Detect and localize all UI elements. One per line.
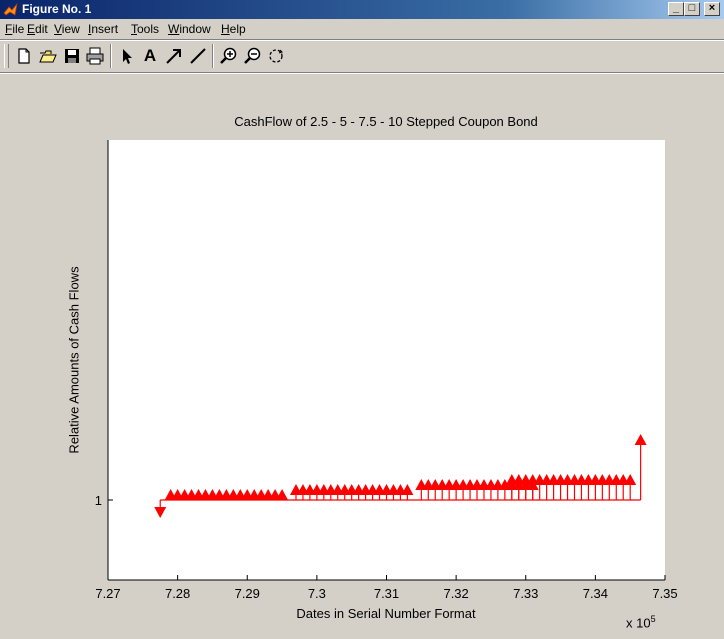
toolbar-separator xyxy=(212,44,214,68)
x-tick-label: 7.28 xyxy=(165,586,190,601)
menu-file[interactable]: File xyxy=(5,22,25,36)
x-tick-label: 7.32 xyxy=(443,586,468,601)
x-axis-exponent: x 105 xyxy=(626,614,656,631)
close-button[interactable]: × xyxy=(704,2,720,16)
chart-title: CashFlow of 2.5 - 5 - 7.5 - 10 Stepped C… xyxy=(234,114,538,129)
menu-help[interactable]: Help xyxy=(221,22,246,36)
y-tick-label: 1 xyxy=(95,493,102,508)
x-tick-label: 7.31 xyxy=(374,586,399,601)
x-tick-label: 7.27 xyxy=(95,586,120,601)
toolbar-separator xyxy=(110,44,112,68)
menu-edit[interactable]: Edit xyxy=(27,22,48,36)
menu-view[interactable]: View xyxy=(54,22,80,36)
stem-marker xyxy=(276,489,289,500)
menu-insert[interactable]: Insert xyxy=(88,22,119,36)
zoom-out-icon[interactable] xyxy=(243,46,263,66)
x-tick-label: 7.34 xyxy=(583,586,608,601)
rotate-3d-icon[interactable] xyxy=(266,46,286,66)
select-arrow-icon[interactable] xyxy=(117,46,137,66)
y-axis-label: Relative Amounts of Cash Flows xyxy=(66,266,82,454)
axes-area xyxy=(108,140,665,580)
matlab-logo-icon xyxy=(3,2,18,16)
minimize-button[interactable]: _ xyxy=(668,2,684,16)
window-title: Figure No. 1 xyxy=(22,2,92,16)
menu-window[interactable]: Window xyxy=(168,22,211,36)
x-tick-label: 7.3 xyxy=(308,586,326,601)
insert-text-icon[interactable]: A xyxy=(143,46,157,65)
print-icon[interactable] xyxy=(85,46,105,66)
stem-marker-principal xyxy=(634,434,647,445)
zoom-in-icon[interactable] xyxy=(219,46,239,66)
menu-tools[interactable]: Tools xyxy=(131,22,160,36)
figure-toolbar: A xyxy=(0,41,724,71)
menu-divider xyxy=(0,39,724,41)
menu-bar: File Edit View Insert Tools Window Help xyxy=(0,19,724,39)
insert-line-icon[interactable] xyxy=(188,46,208,66)
new-figure-icon[interactable] xyxy=(14,46,34,66)
window-titlebar[interactable]: Figure No. 1 _ □ × xyxy=(0,0,724,19)
x-tick-label: 7.29 xyxy=(235,586,260,601)
toolbar-divider xyxy=(0,72,724,74)
toolbar-grip[interactable] xyxy=(4,44,9,68)
stem-marker xyxy=(624,474,637,485)
maximize-button[interactable]: □ xyxy=(684,2,700,16)
x-axis-label: Dates in Serial Number Format xyxy=(296,606,476,621)
insert-arrow-icon[interactable] xyxy=(164,46,184,66)
save-icon[interactable] xyxy=(62,46,82,66)
open-file-icon[interactable] xyxy=(38,46,58,66)
stem-marker xyxy=(401,484,414,495)
x-tick-label: 7.35 xyxy=(652,586,677,601)
x-tick-label: 7.33 xyxy=(513,586,538,601)
stem-marker-outflow xyxy=(154,507,167,518)
